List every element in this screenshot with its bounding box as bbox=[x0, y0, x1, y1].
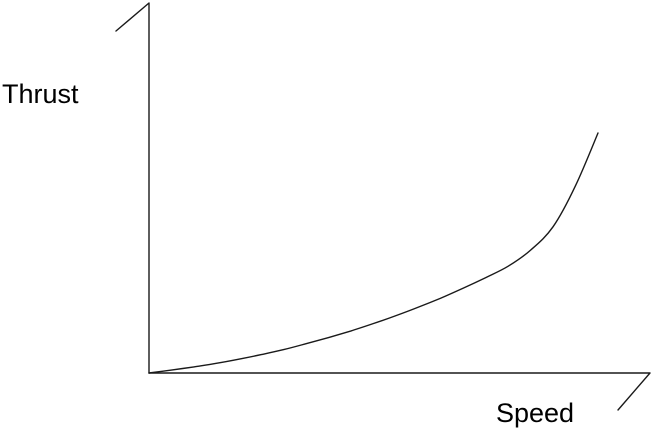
y-axis-label: Thrust bbox=[2, 79, 79, 109]
y-axis bbox=[115, 2, 150, 374]
x-axis-label: Speed bbox=[496, 398, 574, 428]
series-line bbox=[148, 132, 599, 374]
x-axis bbox=[148, 372, 651, 411]
